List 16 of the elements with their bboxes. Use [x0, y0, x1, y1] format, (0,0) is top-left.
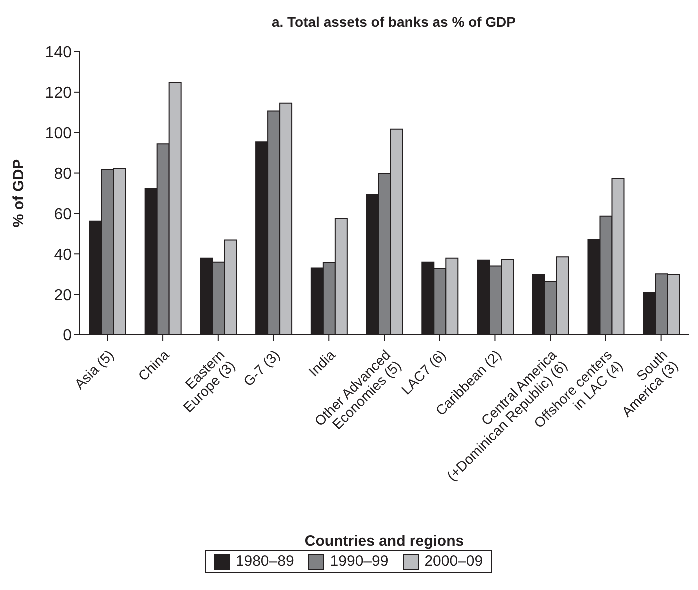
y-tick-label: 80 — [54, 166, 72, 183]
legend-label: 2000–09 — [424, 553, 484, 570]
chart-title: a. Total assets of banks as % of GDP — [270, 13, 518, 32]
y-tick-label: 140 — [45, 44, 72, 62]
y-tick-label: 60 — [54, 206, 72, 224]
y-tick-label: 20 — [54, 287, 72, 304]
y-tick-label: 120 — [45, 85, 72, 102]
x-tick-label: G-7 (3) — [240, 346, 283, 390]
legend-label: 1980–89 — [234, 553, 294, 570]
x-tick-label: Asia (5) — [71, 346, 117, 392]
x-axis-title: Countries and regions — [304, 533, 464, 550]
y-tick-label: 100 — [45, 126, 72, 143]
y-tick-label: 40 — [54, 246, 72, 264]
y-tick-label: 0 — [63, 328, 72, 345]
legend-label: 1990–99 — [329, 553, 389, 570]
y-axis-title: % of GDP — [10, 159, 28, 228]
